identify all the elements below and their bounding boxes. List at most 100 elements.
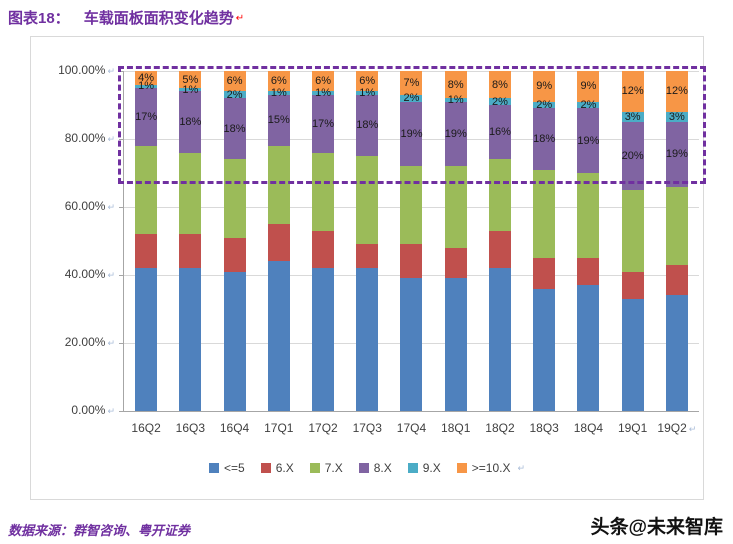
data-label: 6%	[359, 75, 376, 88]
paragraph-mark-icon: ↵	[107, 338, 115, 348]
data-label: 16%	[488, 126, 511, 139]
paragraph-mark-icon: ↵	[107, 202, 115, 212]
data-label: 3%	[668, 110, 685, 123]
plot-area: 17% 1% 4% 16Q2 18% 1% 5% 16Q3 18% 2% 6% 16Q4 15% 1% 6%…	[123, 71, 699, 435]
bar-column: 18% 1% 5% 16Q3	[168, 71, 212, 435]
stacked-bar	[312, 71, 335, 411]
bar-segment	[267, 261, 290, 411]
data-label: 6%	[226, 75, 243, 88]
bar-segment	[665, 122, 688, 187]
bar-segment	[312, 91, 335, 95]
x-axis-label: 18Q3	[516, 421, 572, 435]
x-axis-label: 16Q2	[118, 421, 174, 435]
y-axis-label: 60.00% ↵	[31, 199, 115, 213]
bar-segment	[533, 169, 556, 258]
data-label: 19%	[577, 134, 600, 147]
legend-label: >=10.X	[471, 461, 511, 475]
data-label: 5%	[182, 73, 199, 86]
bar-column: 19% 2% 9% 18Q4	[566, 71, 610, 435]
bar-segment	[400, 244, 423, 279]
y-axis-label-text: 0.00%	[71, 403, 106, 417]
bar-segment	[400, 278, 423, 411]
data-label: 2%	[580, 99, 597, 111]
y-axis-tick	[119, 411, 123, 412]
data-label: 19%	[400, 127, 423, 140]
paragraph-mark-icon: ↵	[235, 13, 245, 24]
data-label: 1%	[447, 93, 464, 106]
x-axis-label-text: 16Q3	[175, 421, 205, 435]
legend-swatch	[309, 463, 320, 473]
legend-swatch	[260, 463, 271, 473]
bar-segment	[488, 105, 511, 160]
bar-segment	[179, 234, 202, 269]
bar-segment	[533, 288, 556, 411]
data-label: 1%	[359, 87, 376, 100]
bar-segment	[356, 71, 379, 92]
bar-column: 17% 1% 6% 17Q2	[301, 71, 345, 435]
legend-item: 7.X	[309, 461, 343, 475]
bar-segment	[665, 295, 688, 411]
data-label: 17%	[135, 110, 158, 123]
bar-segment	[488, 71, 511, 99]
y-axis-label: 80.00% ↵	[31, 131, 115, 145]
bar-segment	[223, 91, 246, 99]
data-label: 7%	[403, 76, 420, 89]
bar-segment	[488, 98, 511, 105]
bar-segment	[621, 111, 644, 122]
bar-segment	[312, 268, 335, 411]
x-axis-label: 19Q2 ↵	[649, 421, 705, 435]
legend-item: 6.X	[260, 461, 294, 475]
bar-segment	[665, 186, 688, 265]
bar-segment	[223, 271, 246, 411]
bar-segment	[179, 88, 202, 92]
data-label: 2%	[492, 95, 508, 108]
paragraph-mark-icon: ↵	[107, 270, 115, 280]
bar-segment	[312, 94, 335, 153]
data-label: 6%	[315, 75, 331, 88]
y-axis-label-text: 80.00%	[64, 131, 106, 145]
x-axis-label-text: 17Q2	[308, 421, 338, 435]
legend-swatch	[456, 463, 467, 473]
x-axis-label: 17Q2	[295, 421, 351, 435]
data-label: 18%	[223, 122, 246, 135]
data-label: 19%	[444, 127, 467, 140]
stacked-bar	[267, 71, 290, 411]
bar-segment	[533, 71, 556, 102]
bar-segment	[444, 101, 467, 167]
x-axis-label: 16Q3	[162, 421, 218, 435]
bar-segment	[533, 108, 556, 170]
bar-segment	[356, 91, 379, 95]
stacked-bar	[444, 71, 467, 411]
x-axis-label-text: 19Q1	[617, 421, 648, 435]
bar-segment	[665, 264, 688, 296]
bar-column: 19% 1% 8% 18Q1	[434, 71, 478, 435]
stacked-bar	[577, 71, 600, 411]
x-axis-label: 17Q4	[383, 421, 439, 435]
bar-segment	[267, 91, 290, 95]
legend-label: 8.X	[373, 461, 392, 475]
bar-column: 17% 1% 4% 16Q2	[124, 71, 168, 435]
stacked-bar	[223, 71, 246, 411]
data-label: 1%	[270, 87, 287, 100]
y-axis-tick	[119, 139, 123, 140]
stacked-bar	[400, 71, 423, 411]
y-axis-tick	[119, 343, 123, 344]
bar-segment	[533, 101, 556, 109]
bar-column: 19% 2% 7% 17Q4	[389, 71, 433, 435]
bar-segment	[356, 244, 379, 269]
legend-swatch	[208, 463, 219, 473]
paragraph-mark-icon: ↵	[517, 462, 525, 473]
bar-segment	[223, 237, 246, 272]
bar-column: 20% 3% 12% 19Q1	[611, 71, 655, 435]
bar-segment	[621, 298, 644, 411]
y-axis-label-text: 40.00%	[64, 267, 106, 281]
data-label: 12%	[621, 85, 644, 98]
y-axis-label: 0.00% ↵	[31, 403, 115, 417]
bar-segment	[665, 71, 688, 112]
bar-column: 19% 3% 12% 19Q2 ↵	[655, 71, 699, 435]
figure-title: 图表18： 车载面板面积变化趋势 ↵	[8, 7, 244, 28]
bar-segment	[135, 71, 158, 85]
bar-segment	[621, 190, 644, 272]
bar-segment	[400, 101, 423, 167]
